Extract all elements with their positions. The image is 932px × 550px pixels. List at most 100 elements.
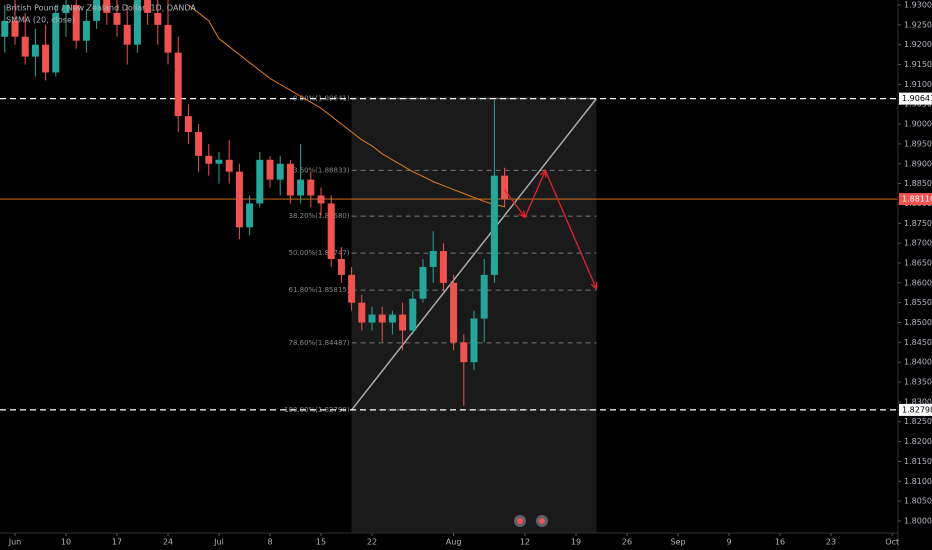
fib-label: 78.60%(1.84487) — [288, 339, 349, 347]
plot-layer: 0.00%(1.90641)23.60%(1.88833)38.20%(1.87… — [0, 0, 898, 414]
candle-body — [215, 159, 223, 164]
fib-label: 61.80%(1.85815) — [288, 286, 349, 294]
candle-body — [11, 20, 19, 37]
candle-body — [480, 274, 488, 319]
candle-body — [82, 20, 90, 41]
candle-body — [286, 163, 294, 196]
fib-label: 100.00%(1.82798) — [284, 406, 350, 414]
candle-body — [52, 12, 60, 73]
y-tick-label: 1.84000 — [904, 358, 932, 367]
y-tick-label: 1.84500 — [904, 338, 932, 347]
chart-title: British Pound / New Zealand Dollar, 1D, … — [6, 4, 196, 13]
candle-body — [42, 44, 50, 73]
y-tick-label: 1.83500 — [904, 378, 932, 387]
price-label-box — [899, 403, 932, 416]
y-tick-label: 1.92000 — [904, 40, 932, 49]
y-tick-label: 1.88500 — [904, 179, 932, 188]
fib-label: 23.60%(1.88833) — [288, 166, 349, 174]
candle-body — [144, 0, 152, 13]
candle-body — [256, 159, 264, 204]
candle-body — [460, 342, 468, 363]
candle-body — [31, 44, 39, 57]
candle-body — [93, 0, 101, 21]
candle-body — [21, 36, 29, 57]
candle-body — [235, 171, 243, 228]
candle-body — [337, 259, 345, 275]
y-tick-label: 1.85500 — [904, 298, 932, 307]
candle-body — [276, 163, 284, 180]
candle-body — [368, 314, 376, 323]
x-tick-label: 17 — [112, 538, 122, 547]
event-icon-dot — [539, 518, 545, 524]
candle-body — [490, 175, 498, 275]
candle-body — [103, 0, 111, 13]
candle-body — [72, 5, 80, 41]
x-tick-label: 22 — [367, 538, 377, 547]
price-label: 1.82798 — [902, 405, 932, 414]
x-tick-label: Jun — [8, 538, 22, 547]
x-tick-label: Jul — [213, 538, 224, 547]
candle-body — [307, 179, 315, 196]
candle-body — [174, 52, 182, 117]
candle-body — [297, 179, 305, 196]
candle-body — [123, 24, 131, 45]
candle-body — [154, 12, 162, 25]
price-label-box — [899, 92, 932, 105]
y-tick-label: 1.90000 — [904, 120, 932, 129]
candle-body — [378, 314, 386, 323]
candle-body — [470, 318, 478, 363]
y-tick-label: 1.92500 — [904, 20, 932, 29]
x-tick-label: 16 — [775, 538, 785, 547]
price-label: 1.90641 — [902, 94, 932, 103]
fib-label: 38.20%(1.87680) — [288, 212, 349, 220]
candle-body — [184, 116, 192, 133]
candle-body — [317, 195, 325, 204]
y-tick-label: 1.89500 — [904, 139, 932, 148]
candle-body — [113, 12, 121, 25]
candle-body — [246, 203, 254, 228]
candle-body — [327, 203, 335, 260]
x-tick-label: 23 — [826, 538, 836, 547]
last-price-box — [899, 193, 932, 206]
axis-layer: 1.80000 1.80500 1.81000 1.81500 1.82000 1.825… — [8, 1, 932, 547]
indicator-line — [188, 4, 505, 208]
candle-body — [1, 20, 9, 37]
y-tick-label: 1.86500 — [904, 258, 932, 267]
y-tick-label: 1.85000 — [904, 318, 932, 327]
x-tick-label: Oct — [885, 538, 899, 547]
x-tick-label: 10 — [61, 538, 71, 547]
x-tick-label: 15 — [316, 538, 326, 547]
trend-line — [351, 98, 597, 411]
candle-body — [164, 24, 172, 53]
y-tick-label: 1.91500 — [904, 60, 932, 69]
candle-body — [205, 155, 213, 164]
candle-body — [348, 274, 356, 303]
y-tick-label: 1.86000 — [904, 278, 932, 287]
y-tick-label: 1.81000 — [904, 477, 932, 486]
x-tick-label: 9 — [726, 538, 731, 547]
y-tick-label: 1.87000 — [904, 239, 932, 248]
last-price-label: 1.88110 — [902, 195, 932, 204]
candle-body — [388, 314, 396, 323]
y-tick-label: 1.91000 — [904, 80, 932, 89]
candle-body — [62, 5, 70, 13]
arrow-head — [590, 281, 598, 291]
y-tick-label: 1.87500 — [904, 219, 932, 228]
candle-body — [501, 175, 509, 200]
y-tick-label: 1.89000 — [904, 159, 932, 168]
arrow-path — [504, 168, 597, 290]
candle-body — [195, 132, 203, 156]
y-tick-label: 1.80000 — [904, 516, 932, 525]
x-tick-label: 26 — [622, 538, 632, 547]
candle-body — [419, 266, 427, 299]
x-tick-label: Sep — [670, 538, 685, 547]
candle-body — [133, 0, 141, 45]
candle-body — [266, 159, 274, 180]
y-tick-label: 1.93000 — [904, 1, 932, 10]
candle-body — [225, 159, 233, 172]
candle-body — [429, 251, 437, 267]
arrow-head — [518, 210, 526, 219]
x-tick-label: 8 — [267, 538, 272, 547]
y-tick-label: 1.82500 — [904, 417, 932, 426]
x-tick-label: 24 — [163, 538, 173, 547]
